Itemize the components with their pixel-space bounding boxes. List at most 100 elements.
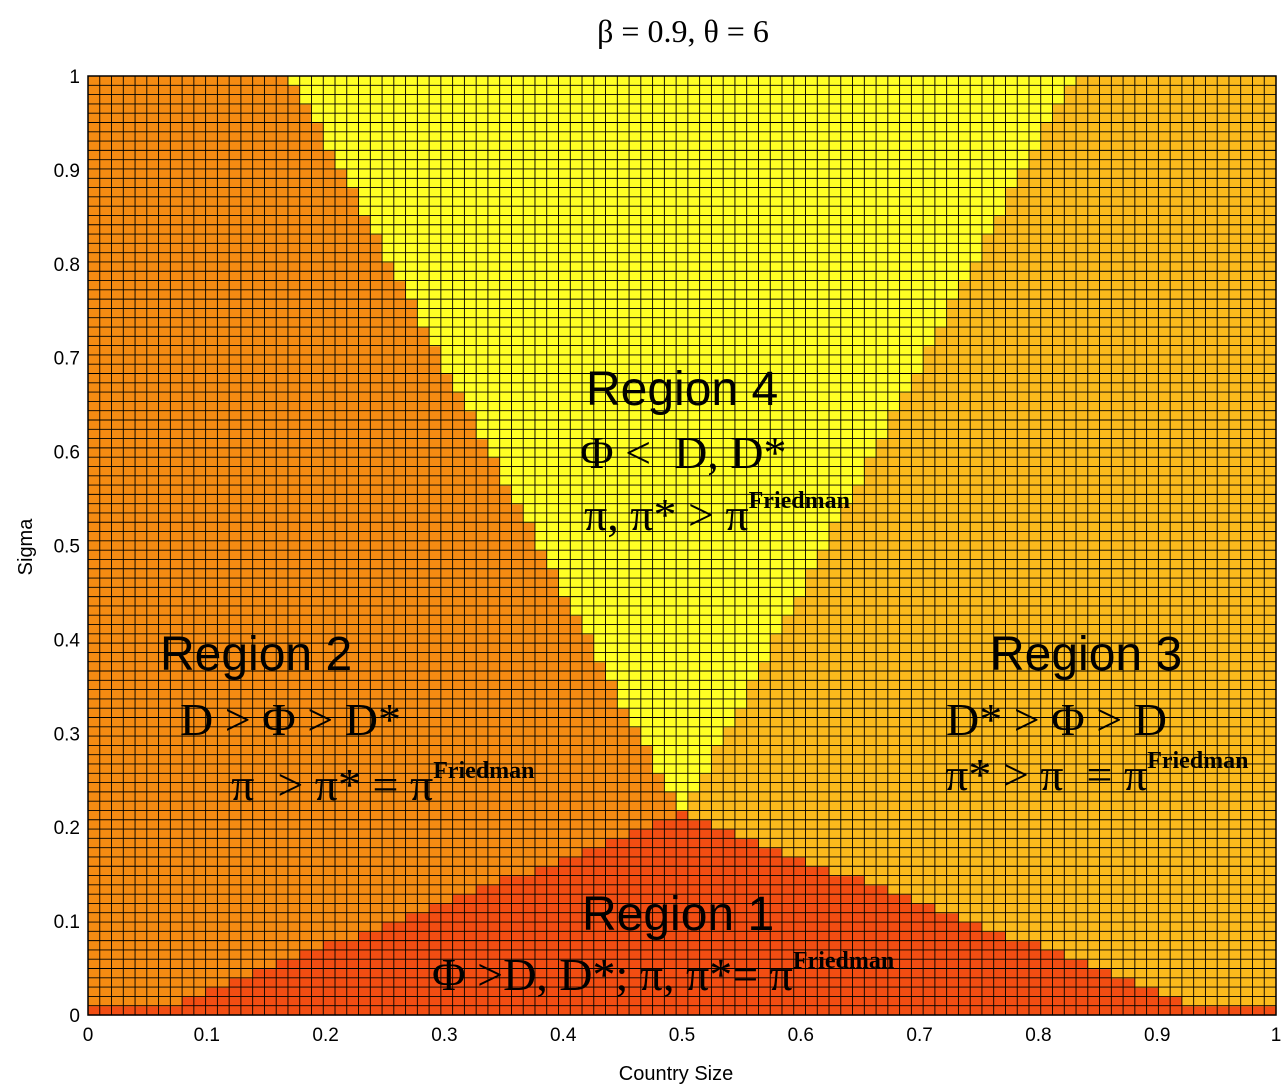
heatmap-cell [888,699,900,709]
heatmap-cell [276,550,288,560]
heatmap-cell [135,941,147,951]
heatmap-cell [1264,597,1276,607]
heatmap-cell [853,931,865,941]
heatmap-cell [112,922,124,932]
heatmap-cell [511,820,523,830]
heatmap-cell [253,597,265,607]
heatmap-cell [806,755,818,765]
heatmap-cell [606,559,618,569]
heatmap-cell [535,652,547,662]
heatmap-cell [900,718,912,728]
heatmap-cell [1100,578,1112,588]
heatmap-cell [747,634,759,644]
heatmap-cell [676,559,688,569]
heatmap-cell [641,848,653,858]
heatmap-cell [911,764,923,774]
heatmap-cell [876,606,888,616]
heatmap-cell [370,978,382,988]
heatmap-cell [1053,876,1065,886]
heatmap-cell [488,587,500,597]
heatmap-cell [453,848,465,858]
heatmap-cell [1229,866,1241,876]
heatmap-cell [100,820,112,830]
heatmap-cell [135,969,147,979]
heatmap-cell [159,810,171,820]
heatmap-cell [1264,959,1276,969]
heatmap-cell [594,1006,606,1016]
heatmap-cell [476,680,488,690]
heatmap-cell [876,690,888,700]
heatmap-cell [1229,773,1241,783]
heatmap-cell [264,587,276,597]
heatmap-cell [1182,671,1194,681]
heatmap-cell [782,699,794,709]
heatmap-cell [700,615,712,625]
heatmap-cell [700,634,712,644]
heatmap-cell [135,587,147,597]
heatmap-cell [617,792,629,802]
heatmap-cell [606,773,618,783]
heatmap-cell [853,987,865,997]
heatmap-cell [88,838,100,848]
heatmap-cell [511,550,523,560]
heatmap-cell [394,810,406,820]
heatmap-cell [147,978,159,988]
heatmap-cell [864,727,876,737]
heatmap-cell [1158,615,1170,625]
heatmap-cell [241,745,253,755]
heatmap-cell [123,736,135,746]
heatmap-cell [841,894,853,904]
heatmap-cell [206,578,218,588]
heatmap-cell [982,866,994,876]
heatmap-cell [1170,978,1182,988]
heatmap-cell [664,857,676,867]
heatmap-cell [641,1006,653,1016]
heatmap-cell [1041,680,1053,690]
heatmap-cell [817,857,829,867]
heatmap-cell [935,959,947,969]
heatmap-cell [1041,959,1053,969]
heatmap-cell [323,903,335,913]
heatmap-cell [112,876,124,886]
heatmap-cell [841,559,853,569]
heatmap-cell [1194,718,1206,728]
heatmap-cell [594,569,606,579]
heatmap-cell [994,597,1006,607]
heatmap-cell [629,736,641,746]
heatmap-cell [700,838,712,848]
heatmap-cell [841,690,853,700]
heatmap-cell [217,559,229,569]
heatmap-cell [817,876,829,886]
heatmap-cell [417,1006,429,1016]
heatmap-cell [559,885,571,895]
heatmap-cell [123,718,135,728]
heatmap-cell [429,885,441,895]
heatmap-cell [1135,931,1147,941]
heatmap-cell [417,625,429,635]
heatmap-cell [182,810,194,820]
heatmap-cell [441,857,453,867]
heatmap-cell [370,866,382,876]
heatmap-cell [1229,569,1241,579]
heatmap-cell [641,569,653,579]
heatmap-cell [300,931,312,941]
heatmap-cell [1194,587,1206,597]
heatmap-cell [406,941,418,951]
heatmap-cell [453,820,465,830]
heatmap-cell [947,838,959,848]
heatmap-cell [453,569,465,579]
heatmap-cell [253,680,265,690]
heatmap-cell [582,801,594,811]
heatmap-cell [982,876,994,886]
heatmap-cell [417,941,429,951]
heatmap-cell [570,903,582,913]
heatmap-cell [1088,597,1100,607]
heatmap-cell [406,634,418,644]
heatmap-cell [629,727,641,737]
heatmap-cell [441,625,453,635]
heatmap-cell [888,783,900,793]
heatmap-cell [841,913,853,923]
heatmap-cell [359,578,371,588]
heatmap-cell [888,894,900,904]
heatmap-cell [676,810,688,820]
